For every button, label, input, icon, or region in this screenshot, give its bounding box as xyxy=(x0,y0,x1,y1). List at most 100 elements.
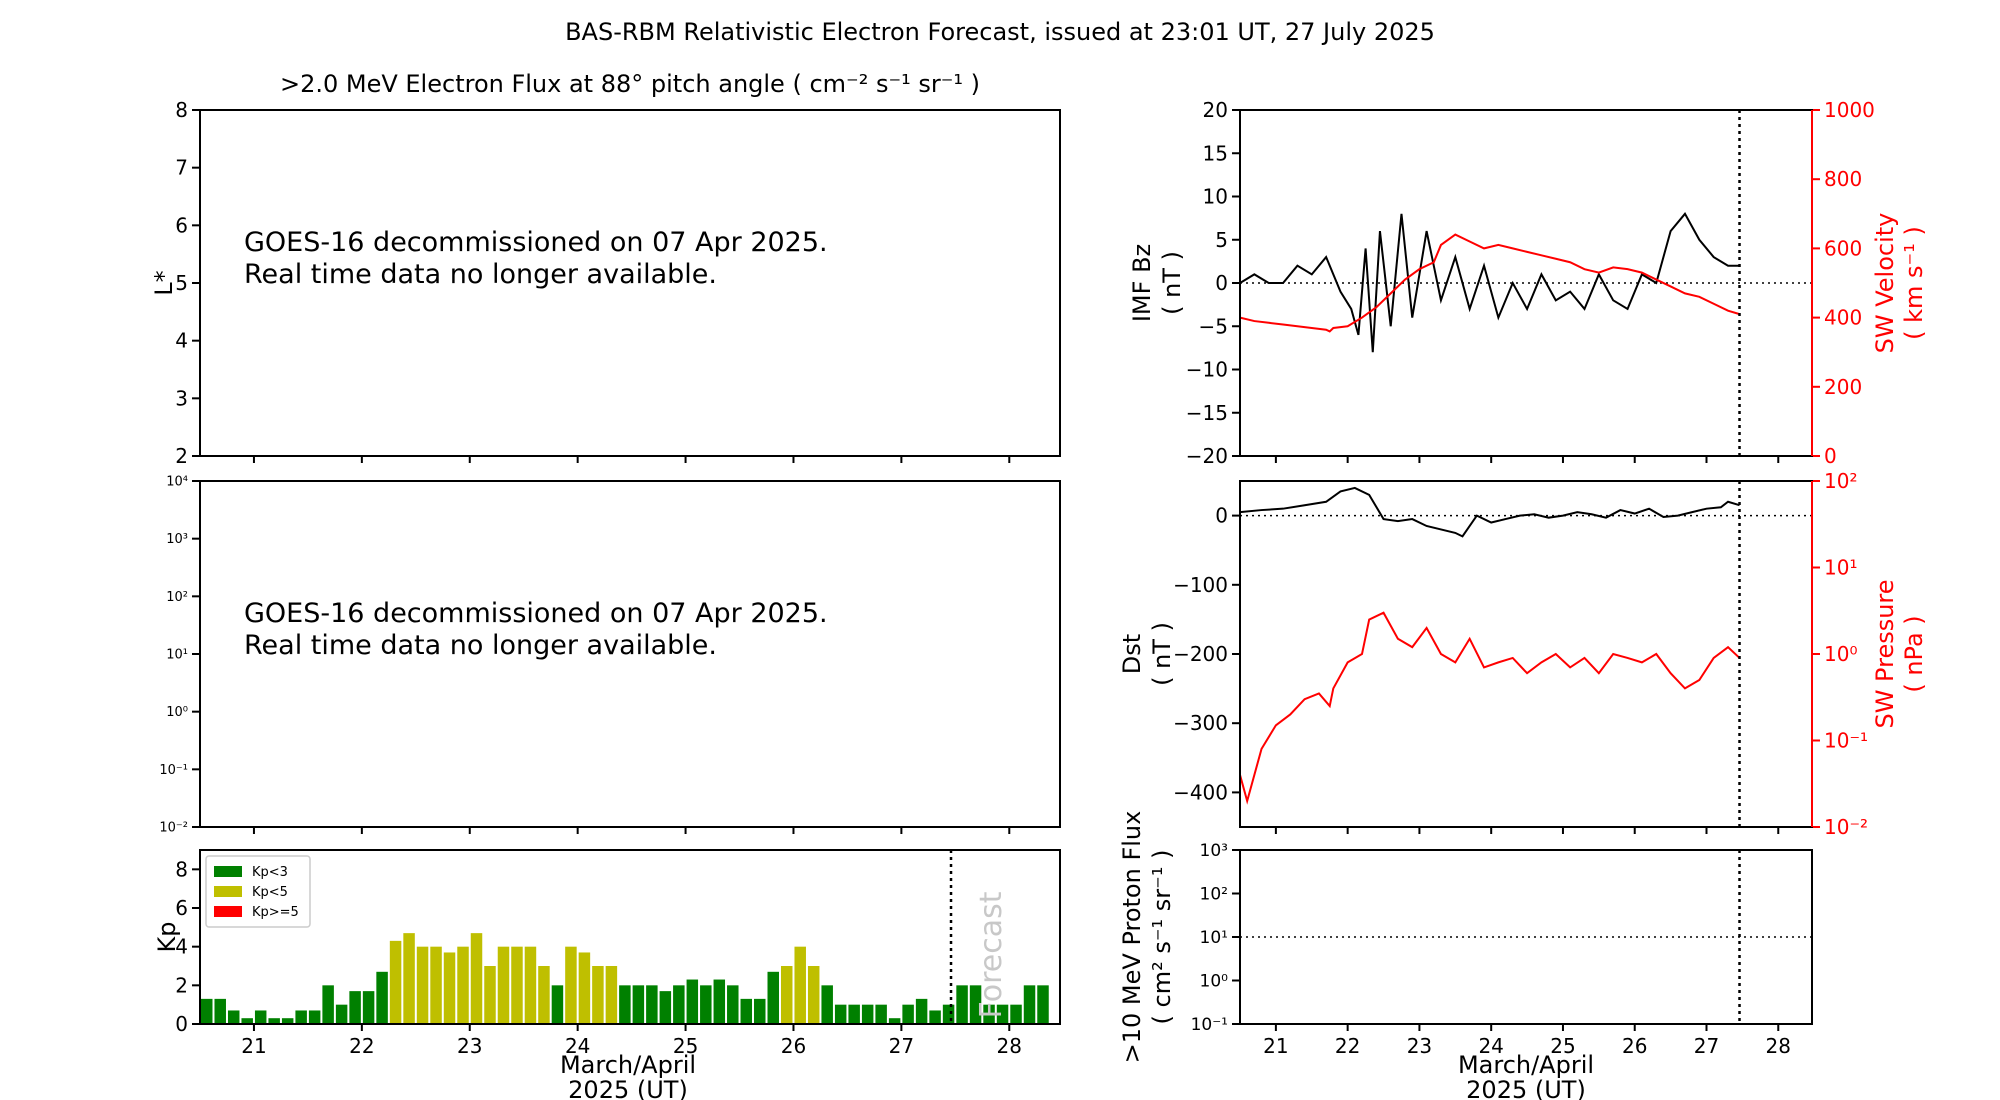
kp-bar xyxy=(740,998,753,1024)
imf-y2-ytick-label: 0 xyxy=(1824,444,1837,468)
kp-bar xyxy=(1037,985,1049,1024)
dst-y2-ytick-label: 10⁻² xyxy=(1824,815,1868,839)
kp-bar xyxy=(565,946,577,1024)
proton-xtick-label: 28 xyxy=(1766,1034,1791,1058)
lstar-xticks xyxy=(252,456,1011,463)
dst-ytick-label: −200 xyxy=(1173,642,1228,666)
kp-bar xyxy=(646,985,658,1024)
kp-bar xyxy=(929,1010,941,1024)
lstar-message-line1: GOES-16 decommissioned on 07 Apr 2025. xyxy=(244,227,828,258)
kp-bar xyxy=(389,940,402,1024)
imf-y2-ytick-label: 1000 xyxy=(1824,98,1875,122)
proton-xtick-label: 27 xyxy=(1694,1034,1719,1058)
kp-bar xyxy=(416,946,429,1024)
kp-bar xyxy=(673,985,685,1024)
kp-bar xyxy=(241,1018,253,1024)
kp-legend-low: Kp<3 xyxy=(252,865,288,880)
kp-bar xyxy=(956,985,968,1024)
kp-ytick-label: 8 xyxy=(175,857,188,881)
imf-ylabel-line1: IMF Bz xyxy=(1128,244,1156,322)
proton-xticks: 21 22 23 24 25 26 27 28 xyxy=(1263,1024,1791,1058)
kp-bar xyxy=(201,998,213,1024)
kp-bar xyxy=(875,1004,887,1024)
kp-bar xyxy=(470,933,483,1024)
proton-ytick-label: 10¹ xyxy=(1200,928,1228,948)
kp-bar xyxy=(281,1018,294,1024)
kp-bar xyxy=(1023,985,1036,1024)
lstar-ytick-label: 2 xyxy=(175,444,188,468)
imf-y2label-line2: ( km s⁻¹ ) xyxy=(1900,226,1928,340)
kp-ylabel: Kp xyxy=(153,922,181,953)
kp-bar xyxy=(524,946,537,1024)
imf-y2-ytick-label: 400 xyxy=(1824,306,1862,330)
imf-ylabel-line2: ( nT ) xyxy=(1158,251,1186,315)
kp-ytick-label: 6 xyxy=(175,896,188,920)
proton-xtick-label: 26 xyxy=(1622,1034,1647,1058)
imf-y2label-line1: SW Velocity xyxy=(1871,213,1899,354)
kp-bar xyxy=(915,998,928,1024)
imf-ytick-label: −5 xyxy=(1199,314,1228,338)
lstar-ytick-label: 6 xyxy=(175,213,188,237)
flux-ytick-label: 10² xyxy=(166,590,188,605)
lstar-panel: >2.0 MeV Electron Flux at 88° pitch angl… xyxy=(150,70,1061,468)
kp-bar xyxy=(430,946,442,1024)
dst-ytick-label: −100 xyxy=(1173,573,1228,597)
dst-yticks: −400 −300 −200 −100 0 xyxy=(1173,504,1240,804)
kp-bar xyxy=(888,1018,901,1024)
flux-message-line1: GOES-16 decommissioned on 07 Apr 2025. xyxy=(244,598,828,629)
flux-ytick-label: 10¹ xyxy=(166,648,188,663)
dst-ylabel-line1: Dst xyxy=(1118,634,1146,674)
lstar-yticks: 2 3 4 5 6 7 8 xyxy=(175,98,200,468)
flux-ytick-label: 10⁻¹ xyxy=(159,763,188,778)
flux-ytick-label: 10³ xyxy=(166,532,188,547)
kp-bar xyxy=(335,1004,348,1024)
proton-ytick-label: 10⁻¹ xyxy=(1191,1015,1228,1035)
imf-ytick-label: −15 xyxy=(1186,401,1228,425)
kp-xtick-label: 26 xyxy=(781,1034,806,1058)
kp-bar xyxy=(983,1004,995,1024)
proton-ytick-label: 10⁰ xyxy=(1200,971,1229,991)
sw-velocity-line xyxy=(1239,233,1740,333)
kp-ytick-label: 2 xyxy=(175,973,188,997)
flux-ytick-label: 10⁰ xyxy=(166,705,188,720)
kp-ytick-label: 4 xyxy=(175,935,188,959)
proton-ylabel-line2: ( cm² s⁻¹ sr⁻¹ ) xyxy=(1148,850,1176,1025)
imf-y2-ytick-label: 600 xyxy=(1824,236,1862,260)
dst-ytick-label: −400 xyxy=(1173,780,1228,804)
kp-bar xyxy=(295,1010,307,1024)
kp-bar xyxy=(1010,1004,1022,1024)
kp-bar xyxy=(511,946,523,1024)
kp-bar xyxy=(821,985,833,1024)
imf-ytick-label: 15 xyxy=(1203,141,1228,165)
kp-bars xyxy=(201,933,1049,1024)
kp-bar xyxy=(349,991,361,1024)
kp-bar xyxy=(969,985,982,1024)
kp-bar xyxy=(754,998,766,1024)
imf-ytick-label: 5 xyxy=(1215,228,1228,252)
imf-xticks xyxy=(1274,456,1780,463)
figure-title: BAS-RBM Relativistic Electron Forecast, … xyxy=(565,18,1435,46)
kp-bar xyxy=(686,979,699,1024)
proton-xtick-label: 22 xyxy=(1335,1034,1360,1058)
proton-frame xyxy=(1239,849,1813,1025)
kp-bar xyxy=(254,1010,267,1024)
dst-xticks xyxy=(1274,827,1780,834)
kp-bar xyxy=(605,966,618,1024)
kp-legend-swatch-high xyxy=(214,906,242,917)
dst-y2-ytick-label: 10¹ xyxy=(1824,556,1857,580)
kp-xlabel-line2: 2025 (UT) xyxy=(568,1076,688,1100)
kp-xlabel-line1: March/April xyxy=(560,1051,696,1079)
kp-bar xyxy=(214,998,226,1024)
kp-bar xyxy=(322,985,334,1024)
kp-bar xyxy=(942,1004,955,1024)
dst-y2label-line2: ( nPa ) xyxy=(1900,615,1928,692)
dst-ytick-label: 0 xyxy=(1215,504,1228,528)
imf-y2-ytick-label: 800 xyxy=(1824,167,1862,191)
kp-bar xyxy=(484,966,496,1024)
kp-bar xyxy=(700,985,712,1024)
dst-frame xyxy=(1239,480,1813,828)
kp-bar xyxy=(807,966,820,1024)
sw-pressure-line xyxy=(1239,611,1741,805)
kp-bar xyxy=(538,966,550,1024)
